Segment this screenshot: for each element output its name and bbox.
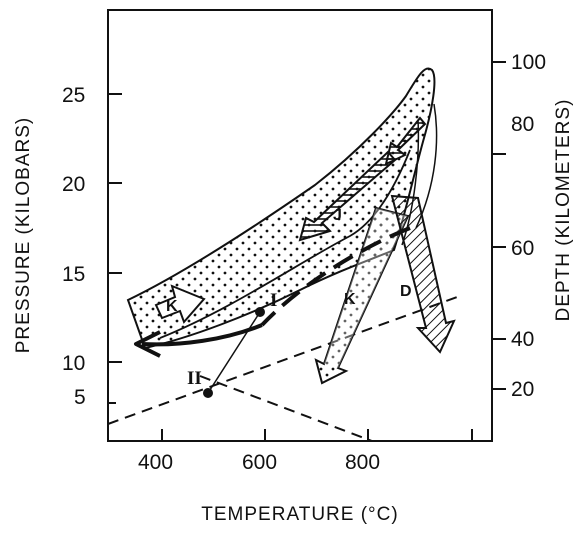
bottom-tick-label: 800	[345, 451, 380, 474]
right-tick-label: 80	[511, 113, 534, 136]
label-k-center: K	[344, 291, 356, 308]
bottom-tick-label: 600	[242, 451, 277, 474]
bottom-tick-label: 400	[138, 451, 173, 474]
stippled-field	[126, 67, 436, 350]
plot-frame	[107, 9, 493, 442]
left-tick-label: 5	[74, 386, 86, 409]
field-inner-curve	[159, 149, 411, 339]
right-tick-label: 20	[511, 378, 534, 401]
d-arrow	[390, 194, 456, 354]
bottom-axis-ticks	[161, 429, 473, 441]
right-tick-label: 60	[511, 237, 534, 260]
right-tick-label: 100	[511, 51, 546, 74]
j-arrow	[298, 116, 427, 242]
main-dashed-path	[260, 226, 411, 327]
label-point-2: II	[187, 368, 202, 389]
main-path-arrowhead	[134, 330, 161, 358]
left-axis-title: PRESSURE (KILOBARS)	[13, 117, 34, 354]
left-axis-ticks	[108, 93, 122, 404]
point-connector	[207, 311, 261, 394]
k-arrow-left	[154, 284, 206, 324]
dashed-line-steep	[108, 295, 461, 425]
dashed-line-shallow	[199, 375, 373, 441]
k-arrow-center	[314, 206, 410, 385]
right-axis-title: DEPTH (KILOMETERS)	[553, 99, 574, 322]
label-d: D	[400, 283, 412, 300]
right-tick-label: 40	[511, 328, 534, 351]
label-j: J	[333, 207, 342, 224]
left-tick-label: 10	[62, 352, 85, 375]
point-2-marker	[203, 388, 213, 398]
left-tick-label: 20	[62, 173, 85, 196]
label-k-left: K	[166, 298, 178, 315]
thin-connector	[415, 103, 438, 229]
x-axis-title: TEMPERATURE (°C)	[201, 504, 398, 525]
label-point-1: I	[270, 290, 277, 311]
left-tick-label: 25	[62, 84, 85, 107]
point-1-marker	[255, 307, 265, 317]
left-tick-label: 15	[62, 263, 85, 286]
right-axis-ticks	[492, 61, 506, 390]
